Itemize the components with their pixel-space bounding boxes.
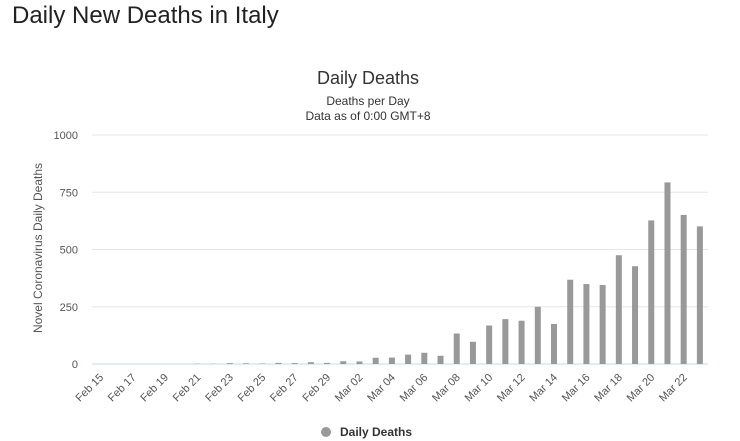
bar-mar-20[interactable]: [648, 220, 655, 364]
x-tick-label: Mar 02: [333, 372, 366, 405]
y-axis-ticks: 0 250 500 750 1000: [54, 130, 78, 371]
x-tick-label: Feb 15: [74, 372, 107, 405]
bar-mar-23[interactable]: [696, 226, 703, 364]
bar-mar-10[interactable]: [486, 325, 493, 364]
x-tick-label: Mar 14: [527, 372, 560, 405]
bar-mar-14[interactable]: [551, 323, 557, 364]
x-tick-label: Feb 25: [236, 372, 269, 405]
x-tick-label: Mar 22: [657, 372, 690, 405]
bar-mar-07[interactable]: [437, 355, 444, 364]
y-tick-label: 1000: [54, 130, 78, 142]
x-tick-label: Mar 12: [495, 372, 528, 405]
bar-mar-05[interactable]: [405, 354, 412, 364]
x-tick-label: Mar 10: [463, 372, 496, 405]
bar-feb-29[interactable]: [324, 362, 331, 364]
bar-mar-21[interactable]: [664, 182, 671, 364]
x-tick-label: Mar 08: [430, 372, 463, 405]
bar-mar-04[interactable]: [388, 357, 395, 364]
bar-mar-18[interactable]: [615, 255, 622, 364]
bar-mar-13[interactable]: [534, 306, 541, 364]
bar-mar-09[interactable]: [469, 341, 476, 364]
bar-mar-22[interactable]: [680, 214, 687, 364]
bar-feb-27[interactable]: [291, 363, 298, 364]
x-tick-label: Feb 17: [106, 372, 139, 405]
x-tick-label: Mar 18: [592, 372, 625, 405]
y-tick-label: 250: [60, 302, 78, 314]
bar-feb-23[interactable]: [226, 363, 233, 364]
bar-mar-16[interactable]: [583, 284, 590, 364]
chart-subtitle-line-2: Data as of 0:00 GMT+8: [305, 109, 430, 123]
chart-title: Daily Deaths: [317, 68, 419, 88]
bar-mar-11[interactable]: [502, 319, 509, 364]
bar-mar-01[interactable]: [340, 361, 347, 364]
chart-subtitle-line-1: Deaths per Day: [326, 94, 409, 108]
bar-mar-17[interactable]: [599, 284, 606, 364]
x-tick-label: Mar 06: [398, 372, 431, 405]
bar-feb-26[interactable]: [275, 362, 282, 364]
bar-mar-06[interactable]: [421, 352, 428, 364]
y-axis-label: Novel Coronavirus Daily Deaths: [31, 163, 45, 333]
legend-label-daily-deaths: Daily Deaths: [340, 425, 412, 439]
y-tick-label: 750: [60, 187, 78, 199]
x-tick-label: Mar 04: [365, 372, 398, 405]
bar-mar-03[interactable]: [372, 357, 379, 364]
y-tick-label: 500: [60, 245, 78, 257]
x-tick-label: Feb 27: [268, 372, 301, 405]
bars: [194, 182, 703, 364]
bar-mar-02[interactable]: [356, 361, 363, 364]
gridlines: [92, 134, 708, 365]
x-tick-label: Mar 20: [625, 372, 658, 405]
legend[interactable]: Daily Deaths: [321, 425, 412, 439]
bar-mar-12[interactable]: [518, 320, 525, 364]
bar-feb-24[interactable]: [243, 363, 249, 364]
y-tick-label: 0: [72, 359, 78, 371]
x-tick-label: Feb 19: [138, 372, 171, 405]
legend-swatch: [321, 427, 331, 437]
bar-mar-19[interactable]: [632, 266, 639, 364]
bar-mar-15[interactable]: [567, 279, 574, 364]
bar-feb-28[interactable]: [307, 362, 314, 364]
x-tick-label: Feb 21: [171, 372, 204, 405]
x-tick-label: Mar 16: [560, 372, 593, 405]
page-title: Daily New Deaths in Italy: [12, 2, 279, 29]
x-tick-label: Feb 23: [203, 372, 236, 405]
x-axis-ticks: Feb 15 Feb 17 Feb 19 Feb 21 Feb 23 Feb 25 Feb …: [74, 372, 690, 405]
x-tick-label: Feb 29: [300, 372, 333, 405]
bar-mar-08[interactable]: [453, 333, 460, 364]
